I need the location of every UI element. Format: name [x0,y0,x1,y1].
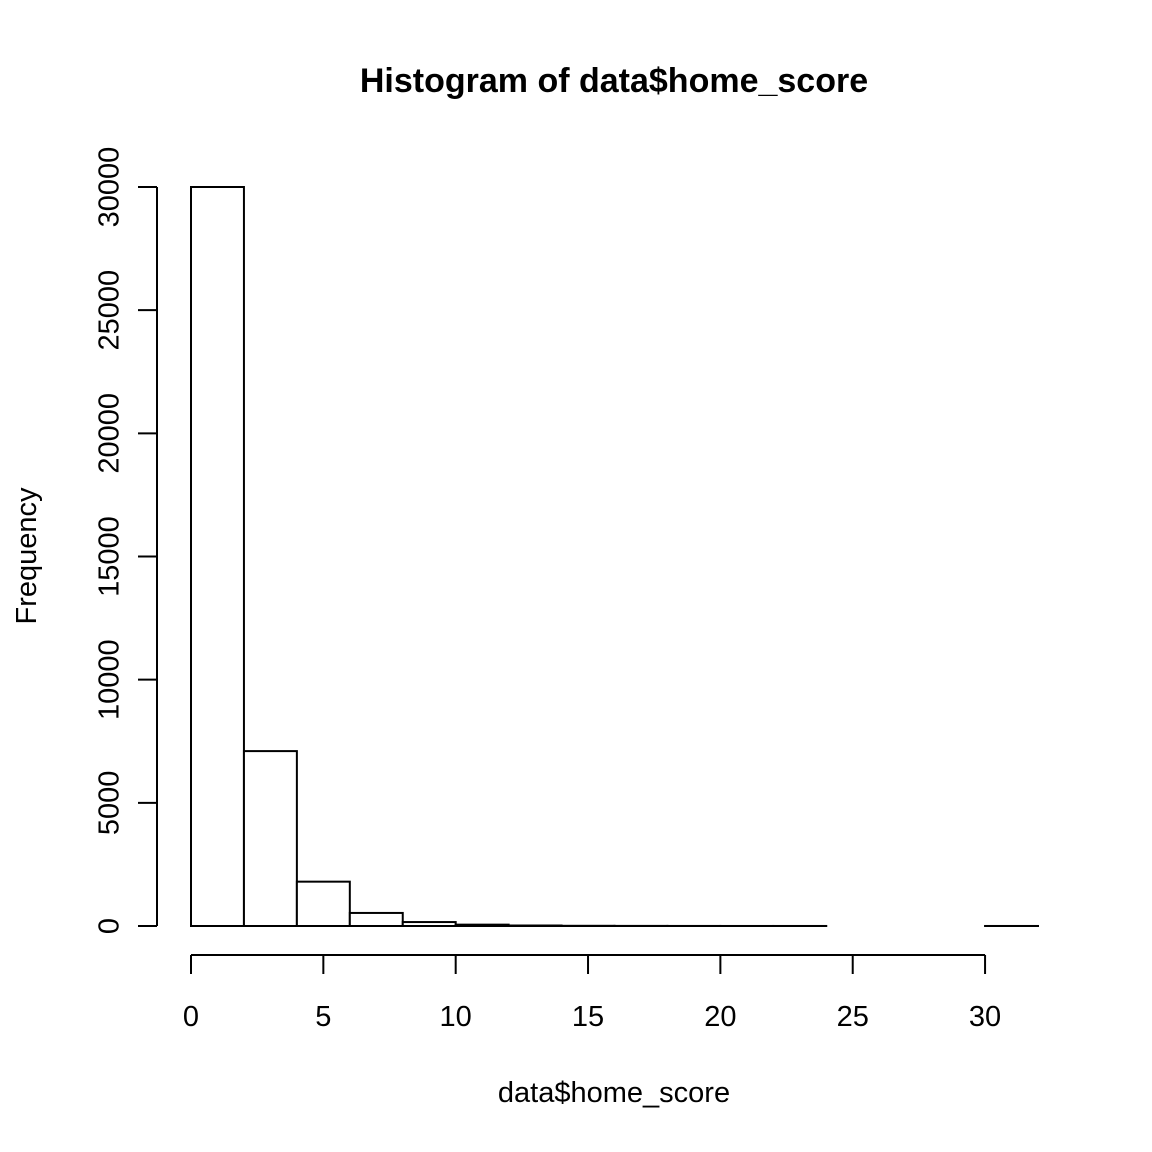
x-tick-label-6: 30 [969,1001,1001,1033]
histogram-bar-5 [454,923,510,927]
x-tick-label-1: 5 [315,1001,331,1033]
y-axis: 0 5000 10000 15000 20000 25000 30000 [94,147,158,934]
y-tick-label-0: 0 [94,918,126,934]
histogram-bar-1 [242,750,298,927]
chart-title: Histogram of data$home_score [360,62,868,100]
x-tick-label-2: 10 [440,1001,472,1033]
y-axis-label: Frequency [11,487,43,625]
y-tick-label-2: 10000 [94,639,126,720]
x-axis-label: data$home_score [498,1077,730,1109]
y-tick-label-6: 30000 [94,147,126,228]
histogram-bar-2 [295,880,351,927]
histogram-bar-3 [348,911,404,928]
y-tick-label-3: 15000 [94,516,126,597]
x-tick-label-0: 0 [183,1001,199,1033]
y-tick-label-5: 25000 [94,270,126,351]
x-tick-label-3: 15 [572,1001,604,1033]
x-axis: 0 5 10 15 20 25 30 [183,954,1001,1033]
x-tick-label-5: 25 [837,1001,869,1033]
y-tick-label-4: 20000 [94,393,126,474]
histogram-bars [190,186,1039,928]
x-tick-label-4: 20 [704,1001,736,1033]
histogram-bar-4 [401,921,457,927]
histogram-bar-0 [190,186,245,927]
y-tick-label-1: 5000 [94,771,126,836]
